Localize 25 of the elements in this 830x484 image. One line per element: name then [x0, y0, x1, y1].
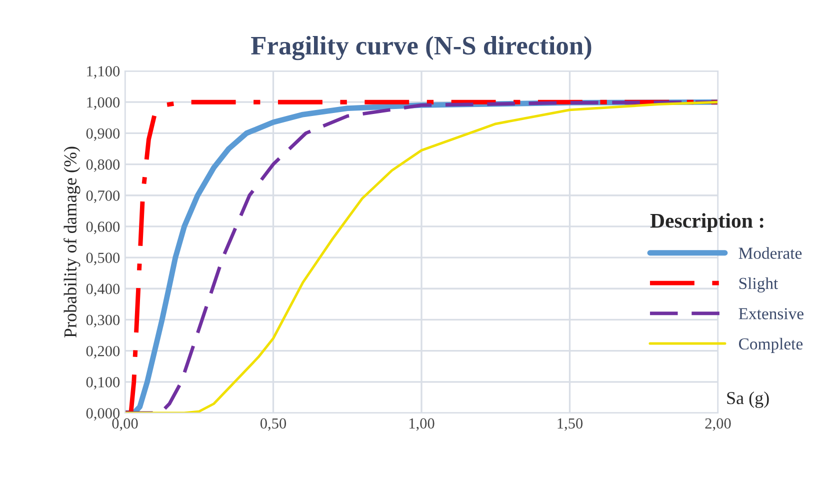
y-tick-label: 0,700: [86, 190, 120, 204]
x-tick-label: 0,00: [112, 418, 138, 431]
x-tick-label: 1,00: [409, 418, 434, 431]
legend-label: Extensive: [738, 308, 804, 320]
x-tick-label: 0,50: [260, 418, 286, 431]
y-tick-label: 0,300: [86, 314, 120, 328]
y-tick-label: 0,500: [86, 252, 120, 266]
legend-label: Moderate: [738, 247, 802, 259]
x-tick-label: 1,50: [558, 418, 583, 431]
y-tick-label: 0,600: [86, 222, 120, 234]
x-axis-title: Sa (g): [727, 391, 769, 408]
y-tick-label: 0,000: [86, 408, 120, 421]
y-tick-label: 0,800: [86, 159, 120, 172]
y-tick-label: 0,200: [86, 346, 120, 358]
legend-label: Slight: [739, 277, 778, 293]
y-tick-label: 1,100: [87, 66, 120, 79]
x-tick-label: 2,00: [705, 418, 731, 431]
legend-title: Description :: [650, 213, 764, 232]
y-tick-label: 0,900: [86, 128, 120, 141]
y-tick-label: 0,400: [86, 284, 120, 296]
y-tick-label: 0,100: [86, 377, 120, 390]
y-tick-label: 1,000: [87, 97, 120, 110]
legend-label: Complete: [739, 338, 803, 353]
chart-title: Fragility curve (N-S direction): [251, 36, 592, 60]
y-axis-title: Probability of damage (%): [64, 146, 80, 338]
